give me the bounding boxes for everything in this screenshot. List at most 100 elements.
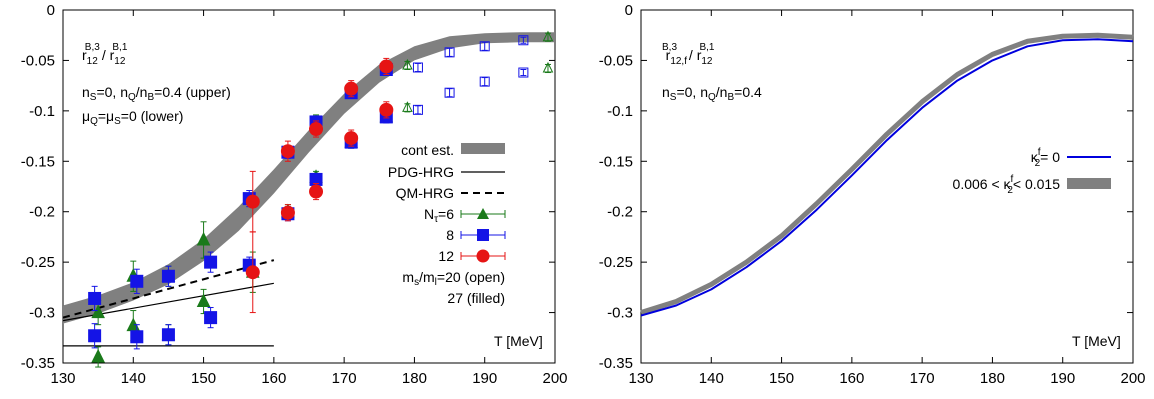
ytick-label: -0.15 [599, 153, 633, 170]
legend-mass-ratio-filled: 27 (filled) [447, 290, 505, 306]
data-point-circle [344, 129, 359, 147]
right-panel: 130 140 150 160 170 180 190 200 0 -0.05 -0.1 -0.15 -… [599, 2, 1146, 387]
xtick-label: 170 [910, 370, 935, 387]
left-panel: 130 140 150 160 170 180 190 200 0 -0.05 -0.1 -0.15 -… [21, 2, 568, 387]
data-point-triangle [196, 221, 211, 259]
data-point-square [518, 67, 529, 78]
xtick-label: 200 [542, 370, 567, 387]
ytick-label: -0.05 [21, 52, 55, 69]
data-point-circle [280, 204, 295, 222]
left-plot-frame [62, 9, 556, 364]
legend-ntau8-label: 8 [446, 227, 454, 243]
kappa0-line [640, 38, 1134, 317]
xtick-label: 130 [628, 370, 653, 387]
legend-ntau8-swatch [460, 229, 506, 241]
data-point-circle [309, 182, 324, 201]
ytick-label: -0.35 [21, 355, 55, 372]
ytick-label: -0.3 [607, 305, 633, 322]
xtick-label: 160 [261, 370, 286, 387]
ytick-label: -0.1 [29, 103, 55, 120]
legend-pdg-hrg-label: PDG-HRG [388, 164, 454, 180]
data-point-circle [379, 57, 394, 76]
legend-kappa0-label: κf 2= 0 [1031, 147, 1060, 169]
ytick-label: -0.25 [599, 254, 633, 271]
left-ratio-label: r12B,3/ r12B,1 [82, 42, 128, 67]
data-point-square [444, 87, 455, 98]
xtick-label: 160 [839, 370, 864, 387]
cont-est-band [63, 32, 555, 324]
left-condition-upper: nS=0, nQ/nB=0.4 (upper) [82, 84, 231, 103]
data-point-circle [245, 231, 260, 314]
legend-ntau6-label: Nτ=6 [424, 206, 454, 225]
ytick-label: -0.35 [599, 355, 633, 372]
left-legend: cont est. PDG-HRG QM-HRG Nτ=6 8 12 [388, 142, 506, 306]
legend-mass-ratio-open: ms/ml=20 (open) [402, 269, 505, 288]
legend-cont-est-swatch [461, 143, 505, 154]
legend-ntau6-swatch [460, 208, 506, 219]
right-curves-layer [640, 32, 1134, 317]
left-xlabel: T [MeV] [494, 333, 543, 349]
data-point-circle [309, 120, 324, 138]
xtick-label: 170 [332, 370, 357, 387]
data-point-square [161, 324, 175, 346]
left-axis-ticks: 130 140 150 160 170 180 190 200 0 -0.05 -0.1 -0.15 -… [21, 2, 568, 387]
xtick-label: 200 [1120, 370, 1145, 387]
xtick-label: 150 [191, 370, 216, 387]
data-point-circle [344, 80, 359, 98]
data-point-square [88, 323, 102, 349]
xtick-label: 130 [50, 370, 75, 387]
legend-kappa-range-swatch [1067, 178, 1111, 189]
left-data-points-layer [88, 30, 554, 368]
data-point-square [130, 324, 144, 350]
right-condition: nS=0, nQ/nB=0.4 [662, 84, 762, 103]
ytick-label: -0.05 [599, 52, 633, 69]
data-point-square [204, 307, 218, 329]
xtick-label: 150 [769, 370, 794, 387]
data-point-circle [379, 101, 394, 119]
legend-ntau12-swatch [460, 249, 506, 263]
ytick-label: -0.15 [21, 153, 55, 170]
data-point-circle [280, 140, 295, 162]
data-point-square [412, 62, 423, 73]
data-point-square [204, 251, 218, 273]
legend-kappa-range-label: 0.006 < κf 2< 0.015 [953, 174, 1061, 196]
data-point-square [130, 268, 144, 294]
data-point-square [479, 76, 490, 87]
xtick-label: 140 [121, 370, 146, 387]
xtick-label: 140 [699, 370, 724, 387]
data-point-square [88, 285, 102, 312]
right-plot-frame [640, 9, 1134, 364]
xtick-label: 180 [980, 370, 1005, 387]
data-point-triangle [91, 346, 105, 368]
data-point-square [518, 35, 529, 46]
data-point-triangle [402, 101, 413, 113]
data-point-square [444, 47, 455, 58]
legend-qm-hrg-label: QM-HRG [396, 185, 454, 201]
kappa-range-band [640, 32, 1134, 315]
ytick-label: 0 [625, 2, 633, 19]
xtick-label: 190 [1050, 370, 1075, 387]
data-point-square [479, 41, 490, 52]
left-condition-lower: μQ=μS=0 (lower) [82, 108, 183, 127]
xtick-label: 180 [402, 370, 427, 387]
ytick-label: 0 [47, 2, 55, 19]
right-axis-ticks: 130 140 150 160 170 180 190 200 0 -0.05 -0.1 -0.15 -… [599, 2, 1146, 387]
ytick-label: -0.3 [29, 305, 55, 322]
data-point-triangle [196, 288, 211, 315]
ytick-label: -0.25 [21, 254, 55, 271]
legend-cont-est-label: cont est. [401, 142, 454, 158]
right-xlabel: T [MeV] [1072, 333, 1121, 349]
data-point-circle [245, 170, 260, 233]
ytick-label: -0.2 [607, 204, 633, 221]
xtick-label: 190 [472, 370, 497, 387]
left-cont-band-layer [63, 32, 555, 324]
ytick-label: -0.1 [607, 103, 633, 120]
ytick-label: -0.2 [29, 204, 55, 221]
data-point-triangle [542, 61, 554, 74]
legend-ntau12-label: 12 [438, 248, 454, 264]
right-legend: κf 2= 0 0.006 < κf 2< 0.015 [953, 147, 1111, 196]
data-point-triangle [402, 58, 413, 71]
data-point-square [161, 265, 175, 287]
data-point-triangle [542, 30, 554, 42]
